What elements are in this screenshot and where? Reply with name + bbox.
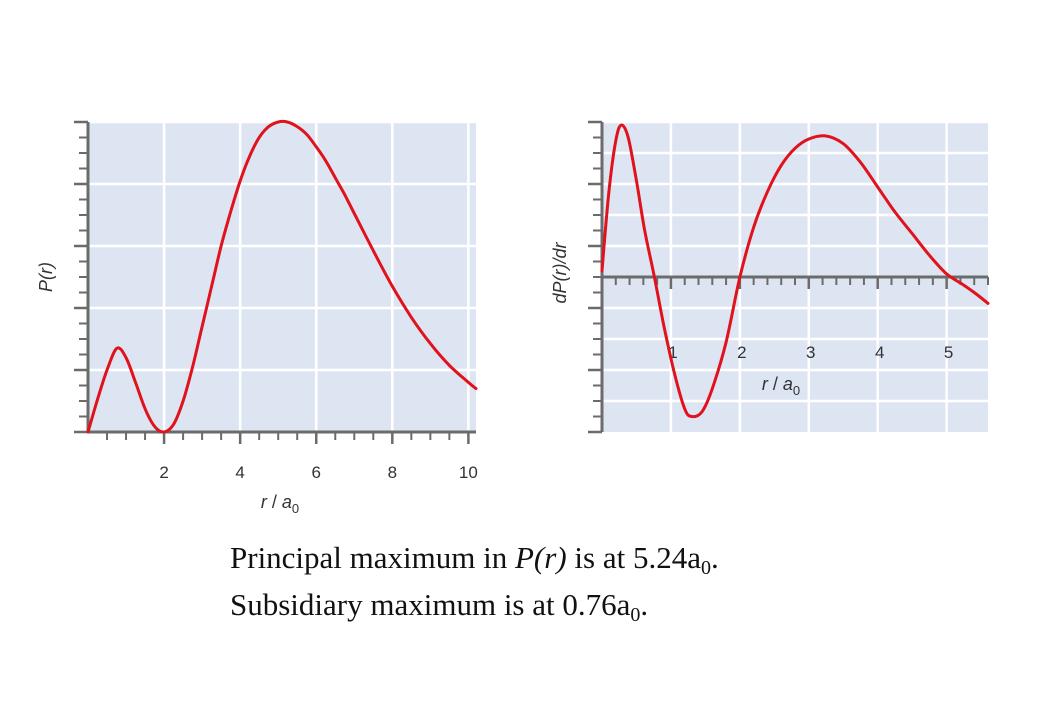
x-minor-ticks <box>106 432 470 444</box>
caption-line-subsidiary: Subsidiary maximum is at 0.76a0. <box>230 581 719 628</box>
x-tick-label: 4 <box>875 343 884 362</box>
x-minor-ticks <box>614 277 989 289</box>
caption-text: . <box>640 587 649 622</box>
grid <box>602 120 988 432</box>
y-minor-ticks <box>74 120 88 434</box>
x-tick-label: 8 <box>388 463 397 482</box>
x-tick-label: 5 <box>944 343 953 362</box>
x-tick-label: 6 <box>312 463 321 482</box>
x-tick-label: 3 <box>806 343 815 362</box>
caption-text: Principal maximum in <box>230 540 515 575</box>
x-axis-label-subscript: 0 <box>793 383 800 398</box>
caption-text: Subsidiary maximum is at 0.76a <box>230 587 631 622</box>
x-axis-label-subscript: 0 <box>292 501 299 516</box>
caption: Principal maximum in P(r) is at 5.24a0. … <box>230 534 719 628</box>
series-line <box>86 119 478 434</box>
x-tick-label: 1 <box>668 343 677 362</box>
caption-line-principal: Principal maximum in P(r) is at 5.24a0. <box>230 534 719 581</box>
chart-probability-derivative: 1 2 3 4 5 r / a0 dP(r)/dr <box>550 120 990 434</box>
caption-text: . <box>710 540 719 575</box>
x-tick-label: 10 <box>459 463 478 482</box>
y-axis-label: dP(r)/dr <box>550 241 570 303</box>
x-tick-label: 2 <box>737 343 746 362</box>
x-axis-label-sep: / <box>768 374 783 394</box>
y-minor-ticks <box>588 120 602 434</box>
chart-probability-distribution: 2 4 6 8 10 r / a0 P(r) <box>36 119 478 516</box>
series-line <box>600 123 990 419</box>
plot-background <box>88 122 476 432</box>
y-axis-label: P(r) <box>36 262 56 292</box>
x-tick-label: 2 <box>159 463 168 482</box>
x-tick-label: 4 <box>235 463 244 482</box>
x-axis-label: r / a0 <box>762 374 800 398</box>
caption-text: is at 5.24a <box>566 540 701 575</box>
x-axis-label-a: a <box>783 374 793 394</box>
caption-subscript: 0 <box>630 604 641 626</box>
caption-subscript: 0 <box>700 557 711 579</box>
caption-italic-pr: P(r) <box>515 540 567 575</box>
x-axis-label-sep: / <box>267 492 282 512</box>
x-axis-label-a: a <box>282 492 292 512</box>
x-axis-label-r: r <box>762 374 769 394</box>
x-axis-label: r / a0 <box>261 492 299 516</box>
x-axis-label-r: r <box>261 492 268 512</box>
